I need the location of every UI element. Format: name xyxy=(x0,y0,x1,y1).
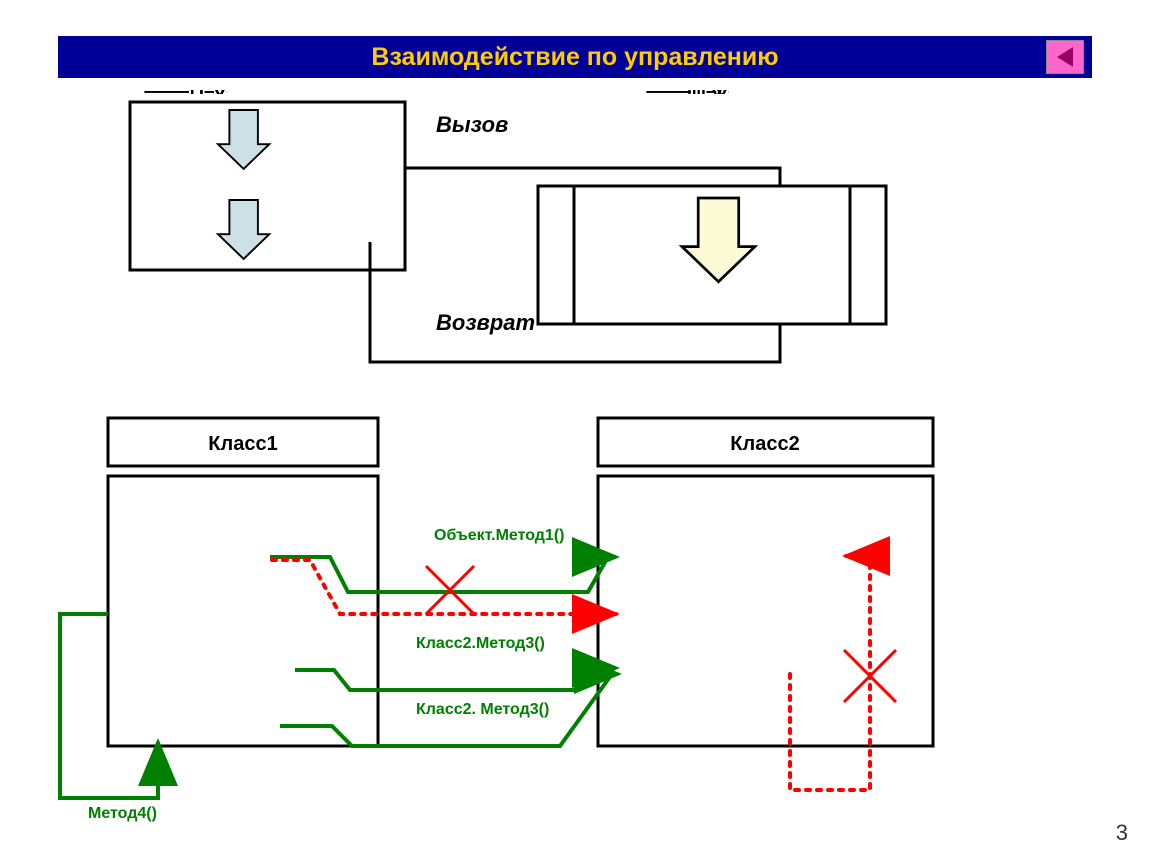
class1-title: Класс1 xyxy=(208,433,277,455)
triangle-left-icon xyxy=(1057,47,1073,67)
arrow3-label: Класс2. Метод3() xyxy=(416,701,549,718)
green-arrow-2: Класс2.Метод3() xyxy=(295,635,616,690)
red-dotted-2 xyxy=(790,556,896,790)
class2-box: Класс2 + Метод1()- Метод2()+ Метод3() xyxy=(598,90,933,746)
page-number: 3 xyxy=(1116,820,1128,846)
class2-title: Класс2 xyxy=(730,433,799,455)
call-label: Вызов xyxy=(436,112,508,137)
method-label: + Метод3() xyxy=(630,90,728,95)
call-connector xyxy=(405,168,780,186)
arrow-down-icon xyxy=(218,200,269,259)
page-title: Взаимодействие по управлению xyxy=(371,43,778,72)
caller-box xyxy=(130,102,405,270)
diagram-svg: Вызов Возврат Класс1 + Метод1()+ Метод2(… xyxy=(0,90,1150,830)
method4-ext-label: Метод4() xyxy=(88,805,157,822)
red-dotted-1 xyxy=(272,560,616,614)
arrow2-label: Класс2.Метод3() xyxy=(416,635,545,652)
class1-box: Класс1 + Метод1()+ Метод2()+ Метод3()+ М… xyxy=(108,90,378,746)
arrow1-label: Объект.Метод1() xyxy=(434,527,564,544)
method-label: + Метод4() xyxy=(128,90,226,95)
return-label: Возврат xyxy=(436,310,535,335)
arrow-down-icon xyxy=(218,110,269,169)
green-arrow-3: Класс2. Метод3() xyxy=(280,674,618,746)
nav-back-button[interactable] xyxy=(1046,40,1084,74)
arrow-down-icon xyxy=(682,198,755,282)
title-bar: Взаимодействие по управлению xyxy=(58,36,1092,78)
